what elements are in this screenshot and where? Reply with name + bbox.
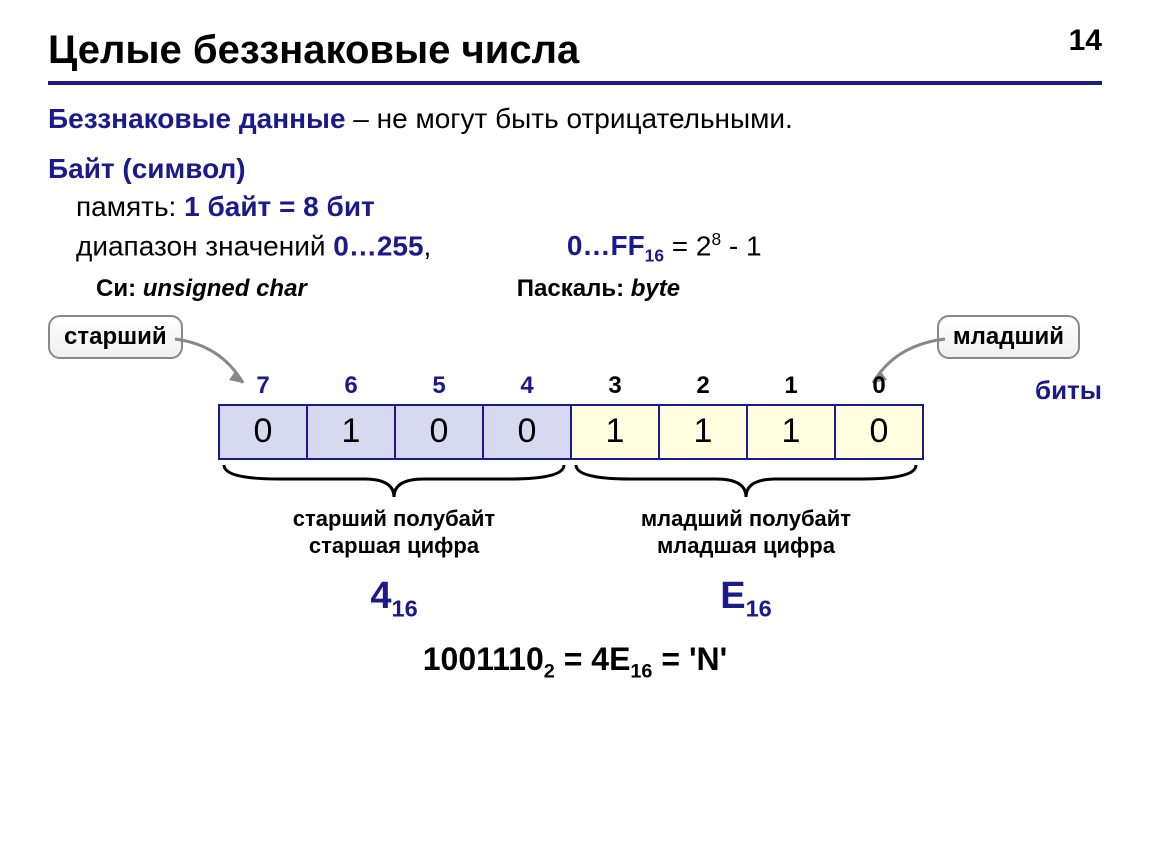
lang-c-type: unsigned char <box>143 275 307 302</box>
bit-index: 0 <box>835 371 923 405</box>
range-sep: , <box>424 230 432 261</box>
range-exp: 8 <box>711 229 721 249</box>
memory-line: память: 1 байт = 8 бит <box>48 191 1102 223</box>
definition-term: Беззнаковые данные <box>48 103 346 134</box>
range-tail: - 1 <box>721 230 761 261</box>
bit-value-row: 0 1 0 0 1 1 1 0 <box>219 405 923 459</box>
bit-cell: 0 <box>219 405 307 459</box>
page-title: Целые беззнаковые числа <box>48 28 1102 73</box>
title-rule <box>48 81 1102 85</box>
lang-pascal-label: Паскаль: <box>517 275 624 302</box>
nibble-high-label: старший полубайт старшая цифра <box>218 505 570 560</box>
byte-diagram: старший младший биты 7 6 5 4 3 <box>48 321 1102 741</box>
bit-index: 1 <box>747 371 835 405</box>
result-line: 10011102 = 4E16 = 'N' <box>48 641 1102 683</box>
bits-label: биты <box>1035 375 1102 406</box>
bit-cell: 1 <box>307 405 395 459</box>
definition-line: Беззнаковые данные – не могут быть отриц… <box>48 103 1102 135</box>
slide: 14 Целые беззнаковые числа Беззнаковые д… <box>0 0 1150 741</box>
byte-heading: Байт (символ) <box>48 153 1102 185</box>
range-line: диапазон значений 0…255, 0…FF16 = 28 - 1 <box>48 229 1102 267</box>
page-number: 14 <box>1069 24 1102 58</box>
hex-row: 416 E16 <box>218 575 922 623</box>
hex-high: 416 <box>218 575 570 623</box>
lang-c: Си: unsigned char <box>96 275 307 303</box>
range-dec: 0…255 <box>333 230 423 261</box>
languages-row: Си: unsigned char Паскаль: byte <box>48 275 1102 303</box>
bit-cell: 0 <box>835 405 923 459</box>
bit-index: 3 <box>571 371 659 405</box>
hex-low: E16 <box>570 575 922 623</box>
bit-table: 7 6 5 4 3 2 1 0 0 1 0 0 1 1 1 0 <box>218 371 924 460</box>
range-eq: = 2 <box>664 230 711 261</box>
bit-index-row: 7 6 5 4 3 2 1 0 <box>219 371 923 405</box>
bit-index: 6 <box>307 371 395 405</box>
definition-rest: – не могут быть отрицательными. <box>346 103 793 134</box>
bit-cell: 1 <box>659 405 747 459</box>
memory-value: 1 байт = 8 бит <box>184 191 375 222</box>
braces <box>218 463 922 503</box>
memory-label: память: <box>76 191 184 222</box>
bit-index: 7 <box>219 371 307 405</box>
nibble-low-label: младший полубайт младшая цифра <box>570 505 922 560</box>
bit-table-wrap: 7 6 5 4 3 2 1 0 0 1 0 0 1 1 1 0 <box>218 371 924 460</box>
callout-low: младший <box>937 315 1080 359</box>
bit-cell: 0 <box>483 405 571 459</box>
bit-cell: 0 <box>395 405 483 459</box>
bit-index: 2 <box>659 371 747 405</box>
nibble-labels: старший полубайт старшая цифра младший п… <box>218 505 922 560</box>
lang-pascal-type: byte <box>631 275 680 302</box>
lang-pascal: Паскаль: byte <box>517 275 680 303</box>
lang-c-label: Си: <box>96 275 136 302</box>
bit-cell: 1 <box>747 405 835 459</box>
bit-cell: 1 <box>571 405 659 459</box>
callout-high: старший <box>48 315 183 359</box>
bit-index: 5 <box>395 371 483 405</box>
range-hex: 0…FF16 <box>567 230 664 261</box>
bit-index: 4 <box>483 371 571 405</box>
range-label: диапазон значений <box>76 230 333 261</box>
